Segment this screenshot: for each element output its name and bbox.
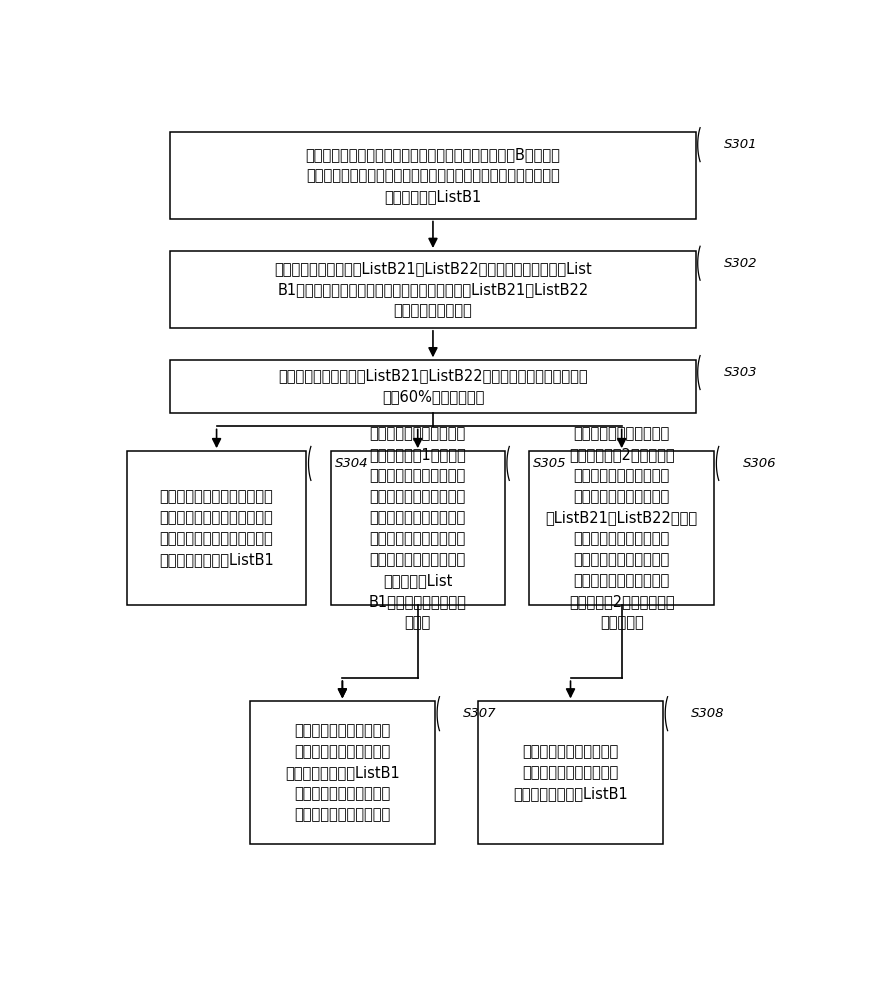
Text: S308: S308 <box>691 707 725 720</box>
Text: 将第二无线局域网列表ListB21和ListB22各自的匹配比较结果与设置
比例60%分别进行比较: 将第二无线局域网列表ListB21和ListB22各自的匹配比较结果与设置 比例… <box>278 368 588 404</box>
Text: 当符合预设条件的匹配比
较结果数量为1时，利用
存储的匹配比较结果符合
预设条件的第二无线局域
网列表对应的连接密码，
向第一无线局域网发起连
接请求，并根据第: 当符合预设条件的匹配比 较结果数量为1时，利用 存储的匹配比较结果符合 预设条件… <box>368 426 467 630</box>
FancyBboxPatch shape <box>127 451 307 605</box>
FancyBboxPatch shape <box>250 701 435 844</box>
FancyBboxPatch shape <box>529 451 714 605</box>
Text: 当两个匹配比较结果都不符合
预设条件时，放弃向第一无线
局域网发送连接请求，存储第
一无线局域网列表ListB1: 当两个匹配比较结果都不符合 预设条件时，放弃向第一无线 局域网发送连接请求，存储… <box>159 489 274 567</box>
Text: 当符合预设条件的匹配比
较结果数量为2时，按照匹
配比较结果从大到小的顺
序，对第二无线局域网列
表ListB21和ListB22进行排
序，依序逐个利用存储的: 当符合预设条件的匹配比 较结果数量为2时，按照匹 配比较结果从大到小的顺 序，对… <box>546 426 698 630</box>
Text: S301: S301 <box>723 138 757 151</box>
Text: S305: S305 <box>533 457 566 470</box>
Text: S307: S307 <box>463 707 497 720</box>
Text: 在无线局域网连接状态为未连接状态、且检测到名称为B的第一无
线局域网时，根据当前搜索到的周边无线局域网的名称生成第一无
线局域网列表ListB1: 在无线局域网连接状态为未连接状态、且检测到名称为B的第一无 线局域网时，根据当前… <box>306 147 560 204</box>
FancyBboxPatch shape <box>170 251 696 328</box>
Text: S306: S306 <box>742 457 776 470</box>
Text: 当向第一无线局域网发起
连接请求失败后，存储第
一无线局域网列表ListB1: 当向第一无线局域网发起 连接请求失败后，存储第 一无线局域网列表ListB1 <box>513 744 628 801</box>
FancyBboxPatch shape <box>170 360 696 413</box>
FancyBboxPatch shape <box>170 132 696 219</box>
Text: 将第二无线局域网列表ListB21和ListB22与第一无线局域网列表List
B1分别进行匹配比较，得出第二无线局域网列表ListB21和ListB22
各自: 将第二无线局域网列表ListB21和ListB22与第一无线局域网列表List … <box>274 261 591 318</box>
Text: S303: S303 <box>723 366 757 379</box>
Text: S302: S302 <box>723 257 757 270</box>
Text: 当向第一无线局域网发起
连接请求成功后，根据第
一无线局域网列表ListB1
更新连接所用连接密码对
应的第二无线局域网列表: 当向第一无线局域网发起 连接请求成功后，根据第 一无线局域网列表ListB1 更… <box>285 723 400 822</box>
FancyBboxPatch shape <box>478 701 663 844</box>
FancyBboxPatch shape <box>331 451 505 605</box>
Text: S304: S304 <box>334 457 368 470</box>
